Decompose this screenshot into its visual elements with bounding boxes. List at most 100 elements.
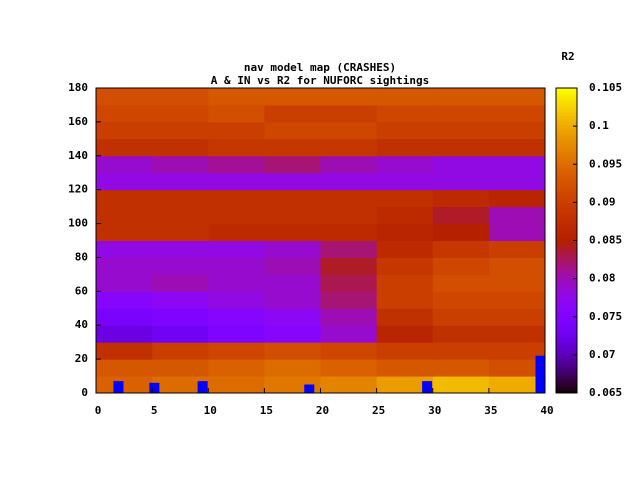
heat-cell [264,104,321,123]
colorbar-step [556,90,577,94]
colorbar-step [556,301,577,305]
heat-cell [96,189,153,208]
crash-marker [422,381,433,393]
heat-cell [488,155,546,174]
colorbar-step [556,245,577,249]
heat-cell [152,291,209,309]
heat-cell [152,206,209,225]
y-tick-label: 120 [68,183,88,196]
heat-cell [96,274,153,292]
colorbar-step [556,243,577,247]
colorbar-step [556,215,577,219]
colorbar-step [556,291,577,295]
heat-cell [376,189,434,208]
heat-cell [208,155,265,174]
heat-cell [208,189,265,208]
heat-cell [320,308,378,326]
colorbar-step [556,210,577,214]
colorbar-step [556,121,577,125]
heat-cell [264,325,321,343]
colorbar-step [556,169,577,173]
colorbar-step [556,248,577,252]
heat-cell [208,359,265,377]
colorbar-step [556,263,577,267]
heat-cell [96,291,153,309]
heat-cell [152,189,209,208]
colorbar-step [556,375,577,379]
x-tick-label: 10 [204,404,217,417]
heat-cell [96,325,153,343]
colorbar-step [556,357,577,361]
heat-cell [152,88,209,106]
colorbar-step [556,365,577,369]
colorbar-step [556,377,577,381]
heat-cell [208,223,265,241]
colorbar-step [556,194,577,198]
chart-subtitle: A & IN vs R2 for NUFORC sightings [211,74,430,87]
colorbar-tick-label: 0.07 [589,348,616,361]
heat-cell [376,172,434,191]
colorbar-step [556,93,577,97]
colorbar-step [556,342,577,346]
colorbar-step [556,250,577,254]
colorbar-step [556,105,577,109]
colorbar-step [556,293,577,297]
x-tick-label: 30 [428,404,441,417]
heat-cell [96,138,153,157]
y-tick-label: 20 [75,352,88,365]
heat-cell [264,291,321,309]
heat-cell [208,88,265,106]
heat-cell [320,223,378,241]
heat-cell [432,172,490,191]
heat-cell [432,325,490,343]
heat-cell [96,223,153,241]
heat-cell [96,121,153,140]
colorbar-step [556,146,577,150]
heat-cell [432,257,490,275]
colorbar-step [556,253,577,257]
colorbar-step [556,204,577,208]
heat-cell [208,376,265,394]
heat-cell [376,240,434,258]
colorbar-step [556,222,577,226]
heat-cell [488,257,546,275]
colorbar-step [556,306,577,310]
heat-cell [96,359,153,377]
heat-cell [152,138,209,157]
heat-cell [208,240,265,258]
colorbar-tick-label: 0.09 [589,195,616,208]
colorbar-step [556,311,577,315]
colorbar-tick-label: 0.08 [589,272,616,285]
colorbar-step [556,332,577,336]
colorbar-step [556,143,577,147]
heat-cell [320,104,378,123]
heat-cell [320,138,378,157]
heat-cell [376,376,434,394]
colorbar-step [556,154,577,158]
heat-cell [376,291,434,309]
colorbar-step [556,141,577,145]
heat-cell [264,257,321,275]
heat-cell [320,121,378,140]
colorbar-step [556,237,577,241]
colorbar-step [556,334,577,338]
heat-cell [488,138,546,157]
colorbar-step [556,372,577,376]
colorbar-step [556,349,577,353]
heat-cell [432,240,490,258]
heat-cell [376,274,434,292]
colorbar-step [556,202,577,206]
heat-cell [432,155,490,174]
heat-cell [264,240,321,258]
heat-cell [152,121,209,140]
heat-cell [376,325,434,343]
colorbar-step [556,281,577,285]
heat-cell [376,342,434,360]
colorbar-step [556,103,577,107]
heat-cell [264,189,321,208]
heat-cell [376,138,434,157]
colorbar-step [556,118,577,122]
x-tick-label: 20 [316,404,329,417]
